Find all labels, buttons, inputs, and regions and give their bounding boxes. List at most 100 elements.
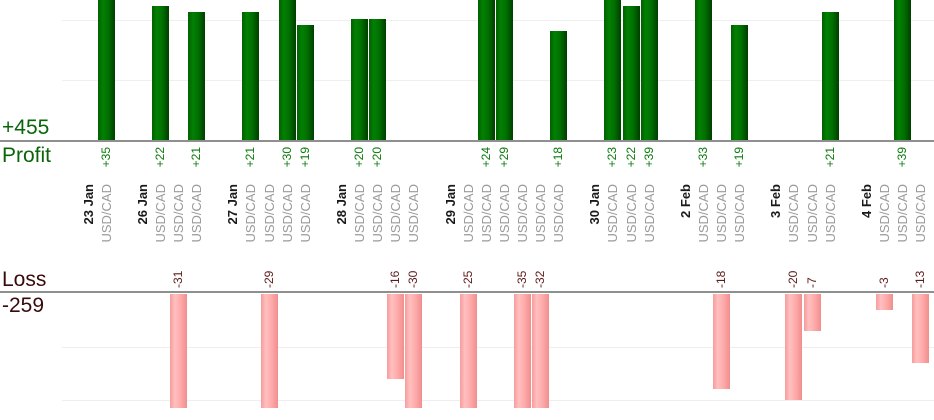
date-label: 27 Jan — [225, 184, 241, 225]
symbol-label: USD/CAD — [895, 184, 910, 243]
loss-value-label: -32 — [533, 270, 547, 288]
symbol-label: USD/CAD — [695, 184, 711, 243]
date-label: 3 Feb — [768, 184, 784, 218]
profit-bar[interactable] — [821, 12, 839, 141]
profit-value-label: +20 — [352, 147, 366, 168]
symbol-label: USD/CAD — [297, 184, 313, 243]
loss-bar[interactable] — [170, 294, 187, 408]
profit-chart-area — [0, 0, 934, 141]
symbol-label: USD/CAD — [714, 184, 729, 243]
profit-bar[interactable] — [97, 0, 115, 141]
symbol-label: USD/CAD — [732, 184, 748, 243]
loss-value-label: -30 — [406, 270, 421, 288]
symbol-label: USD/CAD — [876, 184, 892, 243]
symbol-label: USD/CAD — [370, 184, 386, 243]
profit-bar[interactable] — [278, 0, 296, 141]
profit-value-label: +21 — [189, 147, 204, 168]
date-label: 30 Jan — [587, 184, 603, 225]
loss-bar[interactable] — [803, 294, 821, 332]
symbol-label: USD/CAD — [551, 184, 567, 243]
profit-axis-line — [0, 140, 934, 142]
symbol-label: USD/CAD — [822, 184, 838, 243]
symbol-label: USD/CAD — [496, 184, 512, 243]
profit-bar[interactable] — [694, 0, 712, 141]
profit-total-label: +455 — [2, 116, 50, 139]
date-label: 26 Jan — [134, 184, 150, 225]
profit-value-label: +30 — [279, 147, 294, 168]
loss-axis-line — [0, 291, 934, 293]
profit-value-label: +21 — [822, 147, 837, 168]
symbol-label: USD/CAD — [641, 184, 657, 243]
loss-value-label: -3 — [876, 277, 891, 288]
profit-bar[interactable] — [640, 0, 658, 141]
symbol-label: USD/CAD — [98, 184, 114, 243]
profit-bar[interactable] — [495, 0, 513, 141]
symbol-label: USD/CAD — [605, 184, 621, 243]
profit-value-label: +18 — [551, 147, 566, 168]
loss-value-label: -31 — [171, 270, 185, 288]
loss-bar[interactable] — [405, 294, 423, 408]
symbol-label: USD/CAD — [171, 184, 186, 243]
loss-chart-area — [0, 294, 934, 408]
profit-bar[interactable] — [351, 18, 368, 141]
profit-bar[interactable] — [242, 12, 260, 141]
profit-value-label: +35 — [98, 147, 113, 168]
date-label: 28 Jan — [333, 184, 349, 225]
profit-bar[interactable] — [550, 30, 568, 141]
profit-value-label: +29 — [496, 147, 511, 168]
profit-value-label: +23 — [605, 147, 620, 168]
loss-bar[interactable] — [713, 294, 730, 390]
profit-value-label: +39 — [641, 147, 656, 168]
loss-bar[interactable] — [513, 294, 531, 408]
loss-value-label: -25 — [460, 270, 475, 288]
profit-value-label: +19 — [732, 147, 747, 168]
loss-value-label: -20 — [786, 270, 801, 288]
profit-value-label: +21 — [243, 147, 258, 168]
profit-bar[interactable] — [622, 6, 640, 141]
symbol-label: USD/CAD — [189, 184, 205, 243]
symbol-label: USD/CAD — [261, 184, 277, 243]
loss-bar[interactable] — [459, 294, 477, 408]
date-label: 23 Jan — [80, 184, 96, 225]
symbol-label: USD/CAD — [243, 184, 259, 243]
date-label: 4 Feb — [858, 184, 874, 218]
symbol-label: USD/CAD — [623, 184, 639, 243]
profit-bar[interactable] — [151, 6, 169, 141]
profit-value-label: +39 — [895, 147, 909, 168]
loss-bar[interactable] — [260, 294, 278, 408]
profit-bar[interactable] — [369, 18, 387, 141]
loss-axis-title: Loss — [2, 268, 47, 291]
loss-total-label: -259 — [2, 294, 45, 317]
loss-value-label: -16 — [388, 270, 403, 288]
symbol-label: USD/CAD — [460, 184, 476, 243]
date-label: 2 Feb — [677, 184, 693, 218]
gridline — [62, 347, 934, 348]
symbol-label: USD/CAD — [514, 184, 530, 243]
symbol-label: USD/CAD — [804, 184, 820, 243]
profit-value-label: +33 — [695, 147, 710, 168]
profit-bar[interactable] — [296, 24, 314, 141]
profit-axis-title: Profit — [2, 144, 52, 167]
profit-value-label: +22 — [623, 147, 638, 168]
symbol-label: USD/CAD — [478, 184, 494, 243]
loss-value-label: -18 — [714, 270, 728, 288]
profit-bar[interactable] — [477, 0, 495, 141]
profit-bar[interactable] — [604, 0, 622, 141]
symbol-label: USD/CAD — [533, 184, 548, 243]
profit-bar[interactable] — [188, 12, 206, 141]
loss-bar[interactable] — [532, 294, 549, 408]
profit-value-label: +24 — [478, 147, 493, 168]
profit-value-label: +19 — [297, 147, 312, 168]
loss-bar[interactable] — [387, 294, 405, 379]
loss-bar[interactable] — [785, 294, 803, 400]
profit-bar[interactable] — [894, 0, 911, 141]
symbol-label: USD/CAD — [279, 184, 295, 243]
loss-value-label: -35 — [514, 270, 529, 288]
symbol-label: USD/CAD — [352, 184, 367, 243]
loss-value-label: -7 — [804, 277, 819, 288]
loss-bar[interactable] — [875, 294, 893, 310]
loss-bar[interactable] — [912, 294, 930, 363]
date-label: 29 Jan — [442, 184, 458, 225]
profit-bar[interactable] — [731, 24, 749, 141]
symbol-label: USD/CAD — [786, 184, 802, 243]
